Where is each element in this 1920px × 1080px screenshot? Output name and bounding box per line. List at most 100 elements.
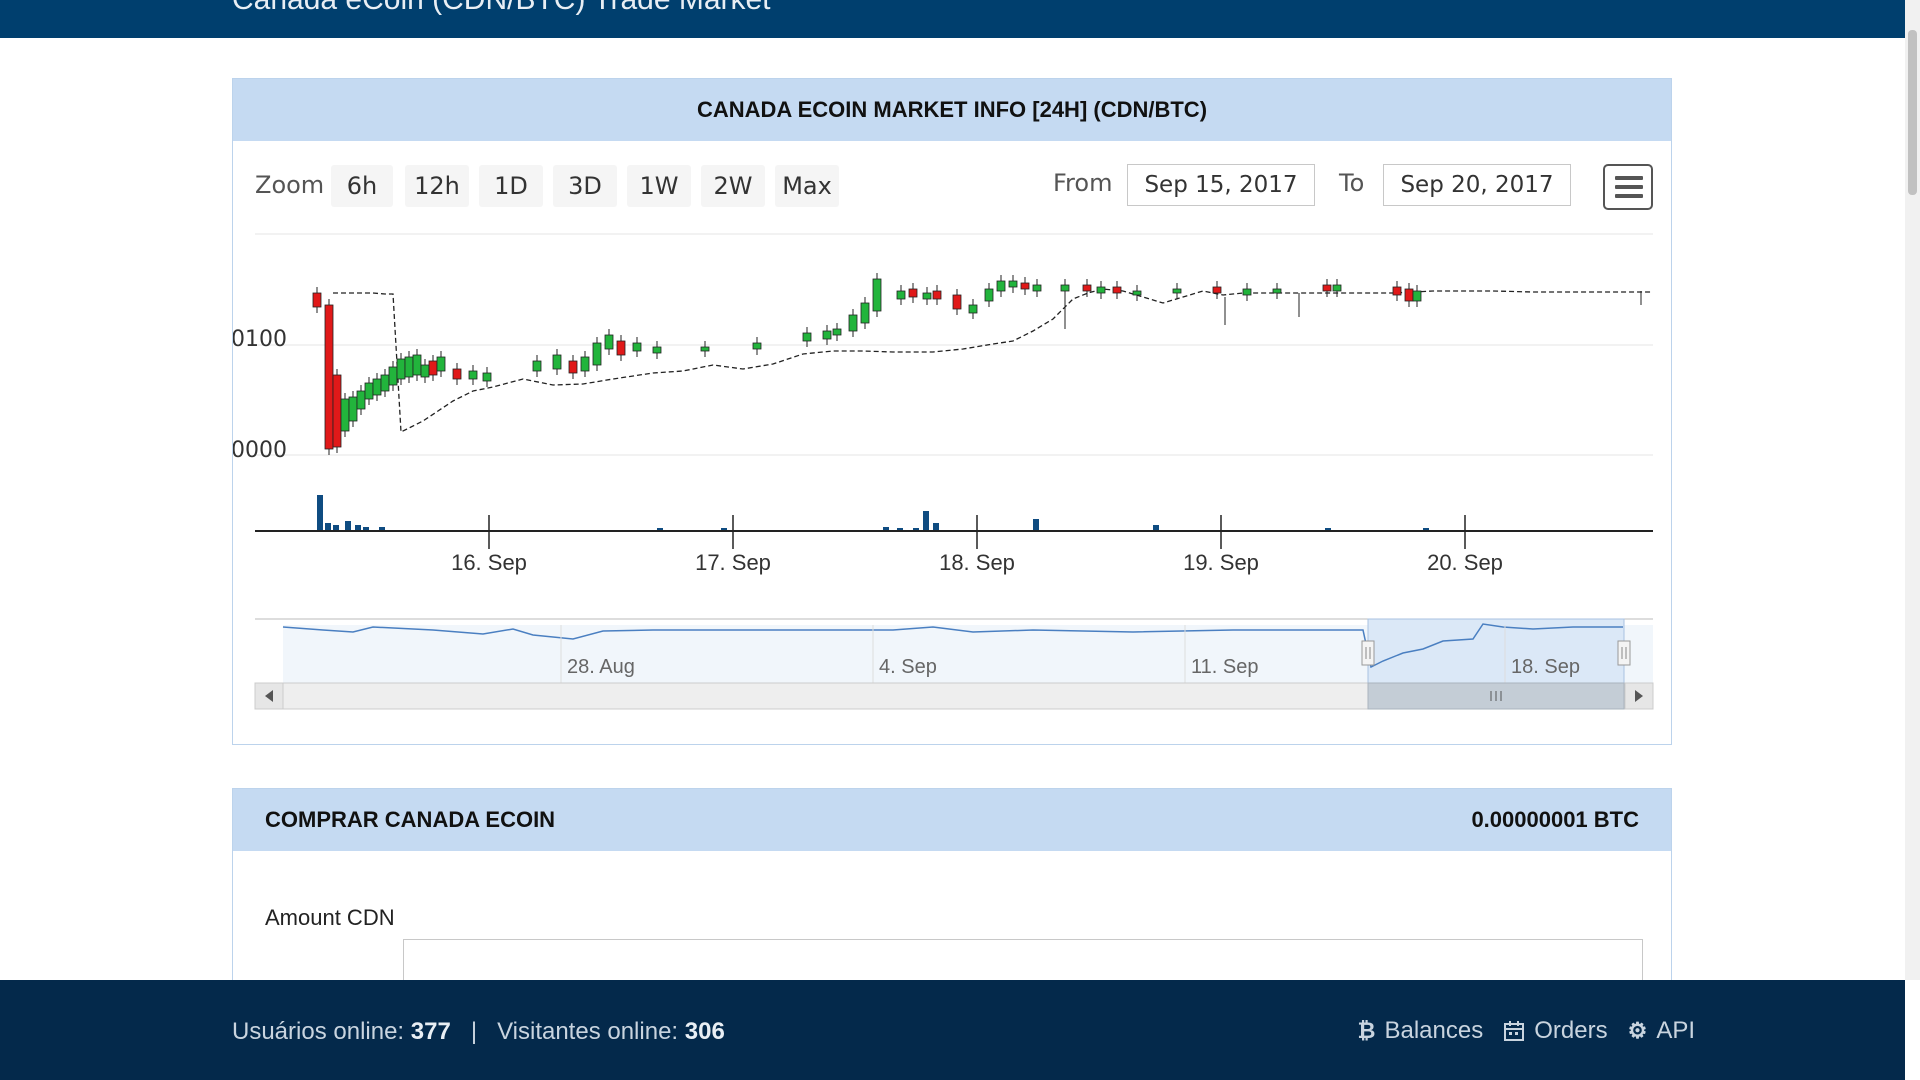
buy-panel-title: COMPRAR CANADA ECOIN xyxy=(265,807,556,832)
candle-body xyxy=(832,328,842,336)
navigator-tick-label: 11. Sep xyxy=(1191,656,1258,678)
candle-body xyxy=(348,396,358,422)
api-label: API xyxy=(1656,1017,1695,1044)
volume-bar xyxy=(1033,519,1039,531)
zoom-12h-button[interactable]: 12h xyxy=(405,165,469,207)
candle-body xyxy=(420,364,430,378)
visitors-online-label: Visitantes online: xyxy=(497,1018,679,1045)
candle-body xyxy=(1242,288,1252,296)
candle-body xyxy=(388,366,398,386)
top-header: Canada eCoin (CDN/BTC) Trade Market xyxy=(0,0,1905,38)
online-stats: Usuários online: 377 | Visitantes online… xyxy=(232,1018,725,1046)
volume-bar xyxy=(933,523,939,531)
candle-body xyxy=(1096,286,1106,294)
candle-body xyxy=(372,378,382,396)
candle-body xyxy=(340,398,350,432)
volume-bar xyxy=(913,528,919,531)
hamburger-menu-icon[interactable] xyxy=(1603,164,1653,210)
candle-body xyxy=(908,288,918,298)
candle-body xyxy=(482,372,492,382)
candle-body xyxy=(1032,284,1042,292)
candle-body xyxy=(1272,288,1282,294)
volume-bar xyxy=(657,528,663,531)
navigator-tick-label: 28. Aug xyxy=(567,656,635,678)
volume-bar xyxy=(345,521,351,531)
volume-bar xyxy=(333,525,339,531)
candle-body xyxy=(604,334,614,350)
candle-body xyxy=(1020,282,1030,290)
candle-body xyxy=(872,278,882,312)
volume-bar xyxy=(883,527,889,531)
footer-links: ₿ Balances Orders ⚙ API xyxy=(1358,1017,1695,1045)
balances-link[interactable]: ₿ Balances xyxy=(1358,1017,1484,1045)
candle-body xyxy=(436,356,446,372)
from-label: From xyxy=(1053,169,1113,197)
candle-body xyxy=(380,374,390,392)
candle-body xyxy=(652,346,662,354)
candle-body xyxy=(1212,286,1222,294)
users-online-count: 377 xyxy=(410,1018,451,1045)
buy-price: 0.00000001 BTC xyxy=(1471,807,1639,832)
volume-bar xyxy=(721,528,727,531)
candle-body xyxy=(568,360,578,374)
x-tick-label: 19. Sep xyxy=(1183,550,1259,575)
api-link[interactable]: ⚙ API xyxy=(1628,1017,1695,1045)
candle-body xyxy=(922,292,932,300)
candlestick-chart[interactable]: 0100 0000 16. Sep 17. Sep 18. Sep 19. Sep 20. … xyxy=(233,79,1671,744)
zoom-3d-button[interactable]: 3D xyxy=(553,165,617,207)
candle-body xyxy=(1332,284,1342,292)
candle-body xyxy=(468,370,478,380)
volume-bar xyxy=(1325,528,1331,531)
x-tick-label: 17. Sep xyxy=(695,550,771,575)
candle-body xyxy=(592,342,602,366)
zoom-2w-button[interactable]: 2W xyxy=(701,165,765,207)
volume-bar xyxy=(317,495,323,531)
navigator-tick-label: 18. Sep xyxy=(1511,656,1580,678)
page-scrollbar[interactable] xyxy=(1905,0,1920,980)
orders-link[interactable]: Orders xyxy=(1503,1017,1608,1045)
navigator-left-handle[interactable] xyxy=(1361,640,1375,666)
candle-body xyxy=(452,368,462,380)
footer: Usuários online: 377 | Visitantes online… xyxy=(0,980,1905,1080)
candle-body xyxy=(1132,290,1142,296)
candle-body xyxy=(412,354,422,376)
navigator-right-handle[interactable] xyxy=(1617,640,1631,666)
candle-body xyxy=(1322,284,1332,292)
from-date-input[interactable]: Sep 15, 2017 xyxy=(1127,164,1315,206)
bitcoin-icon: ₿ xyxy=(1357,1018,1376,1043)
candle-body xyxy=(532,360,542,372)
x-tick-label: 16. Sep xyxy=(451,550,527,575)
volume-bar xyxy=(1153,525,1159,531)
users-online-label: Usuários online: xyxy=(232,1018,405,1045)
candle-body xyxy=(632,342,642,352)
volume-bar xyxy=(379,527,385,531)
volume-bar xyxy=(923,511,929,531)
candle-body xyxy=(404,356,414,378)
candle-body xyxy=(428,360,438,376)
candle-body xyxy=(1008,280,1018,288)
price-line xyxy=(333,288,1653,434)
zoom-max-button[interactable]: Max xyxy=(775,165,839,207)
zoom-6h-button[interactable]: 6h xyxy=(331,165,393,207)
x-tick-label: 20. Sep xyxy=(1427,550,1503,575)
y-tick-label: 0100 xyxy=(233,327,287,352)
candle-body xyxy=(1412,290,1422,302)
zoom-1d-button[interactable]: 1D xyxy=(479,165,543,207)
candle-body xyxy=(822,330,832,340)
zoom-1w-button[interactable]: 1W xyxy=(627,165,691,207)
candle-body xyxy=(1392,286,1402,296)
arrow-right-icon xyxy=(1635,690,1643,702)
candle-body xyxy=(700,346,710,352)
page-title: Canada eCoin (CDN/BTC) Trade Market xyxy=(232,0,771,17)
to-label: To xyxy=(1339,169,1365,197)
y-tick-label: 0000 xyxy=(233,438,287,463)
arrow-left-icon xyxy=(265,690,273,702)
page-scrollbar-thumb[interactable] xyxy=(1908,30,1917,195)
candle-body xyxy=(1060,284,1070,292)
candle-body xyxy=(1172,288,1182,294)
balances-label: Balances xyxy=(1384,1017,1484,1044)
to-date-input[interactable]: Sep 20, 2017 xyxy=(1383,164,1571,206)
volume-bar xyxy=(1423,528,1429,531)
zoom-label: Zoom xyxy=(255,171,325,199)
candle-body xyxy=(616,340,626,356)
